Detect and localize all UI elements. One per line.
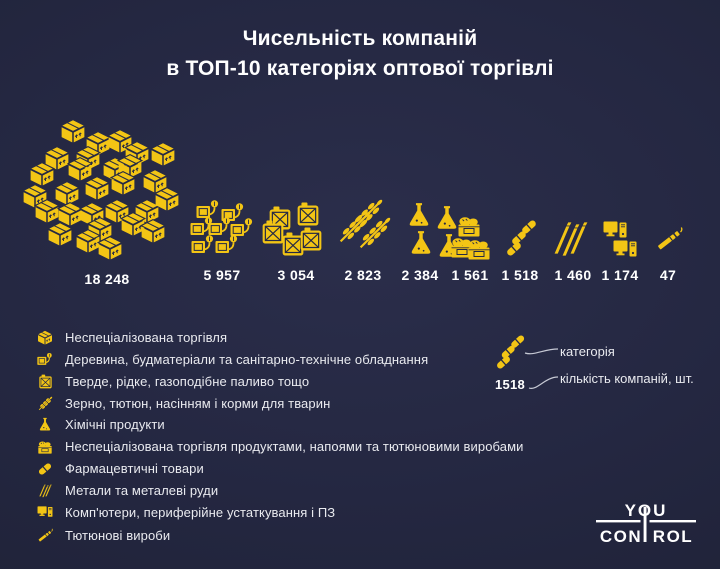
- legend-item-label: Зерно, тютюн, насінням і корми для твари…: [65, 396, 331, 411]
- page-title-line1: Чисельність компаній: [242, 27, 478, 50]
- pictogram-cluster-tobacco: [657, 226, 683, 251]
- sample-count: 1518: [494, 377, 526, 392]
- pictogram-cluster-grain: [339, 198, 392, 249]
- box-icon: [36, 330, 54, 346]
- value-label-computers: 1 174: [601, 267, 639, 283]
- value-label-nonspecialized: 18 248: [84, 271, 130, 287]
- wheat-icon: [36, 396, 54, 412]
- legend-item-fuel: Тверде, рідке, газоподібне паливо тощо: [36, 373, 309, 390]
- legend-item-label: Неспеціалізована торгівля продуктами, на…: [65, 439, 524, 454]
- value-label-metals: 1 460: [554, 267, 592, 283]
- wood-sanitary-icon: [36, 352, 54, 368]
- legend-item-food: Неспеціалізована торгівля продуктами, на…: [36, 438, 524, 455]
- legend-item-label: Тверде, рідке, газоподібне паливо тощо: [65, 374, 310, 389]
- legend-item-grain: Зерно, тютюн, насінням і корми для твари…: [36, 395, 330, 412]
- logo-bottom-right-text: ROL: [653, 527, 693, 546]
- chem-flask-icon: [36, 417, 54, 433]
- legend-item-metals: Метали та металеві руди: [36, 482, 218, 499]
- pictogram-cluster-wood-sanitary: [190, 199, 253, 254]
- page-title-line2: в ТОП-10 категоріях оптової торгівлі: [166, 57, 554, 80]
- computer-icon: [36, 505, 54, 521]
- pictogram-cluster-metals: [554, 221, 588, 257]
- sample-count-label: кількість компаній, шт.: [560, 371, 694, 386]
- value-label-fuel: 3 054: [277, 267, 315, 283]
- page-title: Чисельність компаній в ТОП-10 категоріях…: [0, 24, 720, 84]
- callout-lines: [524, 348, 559, 389]
- value-label-pharma: 1 518: [501, 267, 539, 283]
- legend-item-tobacco: Тютюнові вироби: [36, 527, 170, 544]
- value-label-food: 1 561: [451, 267, 489, 283]
- logo-bottom-left-text: CON: [600, 527, 642, 546]
- metal-beams-icon: [36, 483, 54, 499]
- youcontrol-logo: YOU CON ROL: [596, 501, 696, 546]
- legend-item-label: Тютюнові вироби: [65, 528, 171, 543]
- legend-item-label: Комп'ютери, периферійне устаткування і П…: [65, 505, 336, 520]
- legend-item-label: Хімічні продукти: [65, 417, 165, 432]
- legend-item-wood: Деревина, будматеріали та санітарно-техн…: [36, 351, 428, 368]
- pictogram-cluster-food-trade: [451, 216, 490, 260]
- value-label-tobacco: 47: [659, 267, 677, 283]
- pill-capsule-icon: [36, 461, 54, 477]
- fuel-can-icon: [36, 374, 54, 390]
- value-label-wood: 5 957: [203, 267, 241, 283]
- food-crate-icon: [36, 439, 54, 455]
- pictogram-cluster-pharmaceutical: [504, 216, 544, 260]
- legend-item-label: Деревина, будматеріали та санітарно-техн…: [65, 352, 429, 367]
- legend-item-label: Метали та металеві руди: [65, 483, 219, 498]
- legend-item-pharma: Фармацевтичні товари: [36, 460, 204, 477]
- sample-category-label: категорія: [560, 344, 615, 359]
- value-label-grain: 2 823: [344, 267, 382, 283]
- legend-item-label: Фармацевтичні товари: [65, 461, 204, 476]
- pictogram-cluster-computers: [603, 221, 637, 257]
- legend-item-chemicals: Хімічні продукти: [36, 416, 165, 433]
- legend-item-label: Неспеціалізована торгівля: [65, 330, 228, 345]
- pictogram-cluster-nonspecialized-trade: [22, 119, 180, 260]
- value-label-chemicals: 2 384: [401, 267, 439, 283]
- legend-item-nonspecialized: Неспеціалізована торгівля: [36, 329, 227, 346]
- cigarette-icon: [36, 528, 54, 544]
- pictogram-cluster-fuel: [262, 202, 322, 256]
- legend-item-computers: Комп'ютери, периферійне устаткування і П…: [36, 504, 335, 521]
